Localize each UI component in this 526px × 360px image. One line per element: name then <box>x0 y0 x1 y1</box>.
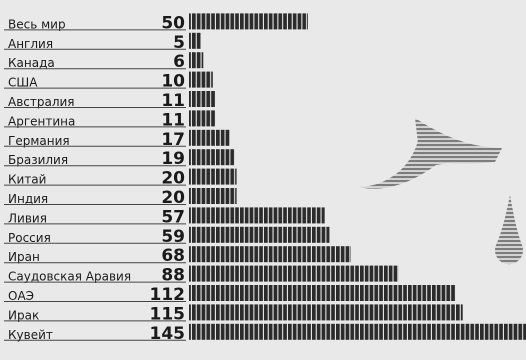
value-label: 11 <box>161 91 185 111</box>
bar <box>189 149 235 166</box>
drop-sphere <box>296 63 500 189</box>
value-label: 57 <box>161 207 185 227</box>
value-label: 68 <box>161 246 185 266</box>
category-label: ОАЭ <box>8 289 34 303</box>
category-label: Россия <box>8 231 51 245</box>
category-label: Канада <box>8 56 55 70</box>
bar <box>189 52 204 69</box>
category-label: Саудовская Аравия <box>8 270 131 284</box>
falling-drop <box>495 195 523 265</box>
value-label: 5 <box>173 33 185 53</box>
value-label: 17 <box>161 130 185 150</box>
value-label: 6 <box>173 52 185 72</box>
bar <box>189 168 237 185</box>
value-label: 20 <box>161 169 185 189</box>
oil-drop-icon <box>296 63 523 265</box>
category-label: Весь мир <box>8 17 66 31</box>
value-label: 88 <box>161 266 185 286</box>
bar <box>189 13 308 30</box>
value-label: 20 <box>161 188 185 208</box>
bar <box>189 110 216 127</box>
value-label: 19 <box>161 149 185 169</box>
category-label: США <box>8 76 38 90</box>
bar-rows: Весь мир 50 Англия 5 Канада 6 США 10 Австралия 11… <box>4 13 526 344</box>
bar <box>189 265 399 282</box>
bar <box>189 207 325 224</box>
value-label: 10 <box>161 72 185 92</box>
bar <box>189 32 201 49</box>
value-label: 115 <box>150 304 186 324</box>
category-label: Англия <box>8 37 53 51</box>
value-label: 11 <box>161 110 185 130</box>
value-label: 145 <box>150 324 186 344</box>
value-label: 59 <box>161 227 185 247</box>
bar <box>189 129 230 146</box>
drop-spout <box>415 118 502 164</box>
bar <box>189 246 351 263</box>
category-label: Китай <box>8 173 46 187</box>
bar <box>189 285 456 301</box>
bar <box>189 188 237 204</box>
category-label: Аргентина <box>8 114 75 128</box>
category-label: Ливия <box>8 211 47 225</box>
bar <box>189 71 213 88</box>
value-label: 112 <box>150 285 186 305</box>
category-label: Ирак <box>8 308 39 322</box>
category-label: Бразилия <box>8 153 68 167</box>
bar <box>189 226 330 243</box>
category-label: Индия <box>8 192 48 206</box>
category-label: Иран <box>8 250 40 264</box>
category-label: Кувейт <box>8 328 53 342</box>
category-label: Германия <box>8 134 70 148</box>
category-label: Австралия <box>8 95 75 109</box>
value-label: 50 <box>161 13 185 33</box>
bar <box>189 323 526 340</box>
bar <box>189 91 216 107</box>
bar <box>189 304 463 321</box>
